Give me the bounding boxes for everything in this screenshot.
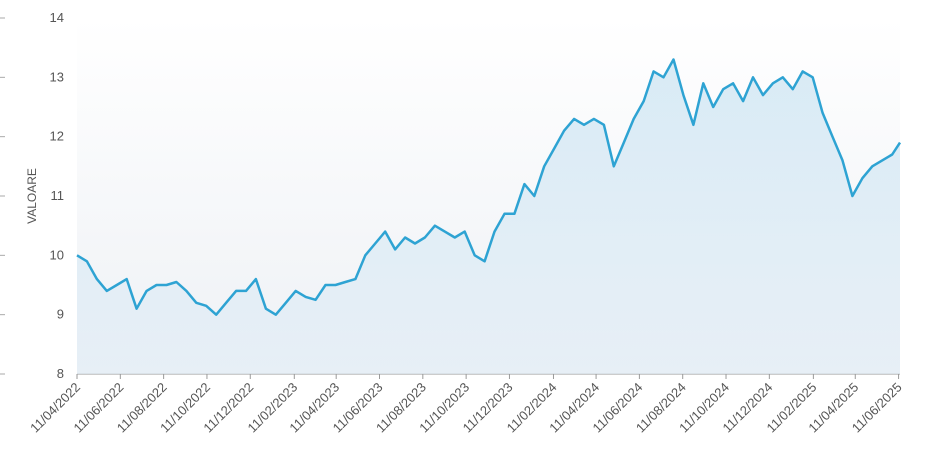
y-tick-label: 8 [57,366,64,381]
y-tick-label: 13 [50,69,64,84]
line [76,58,902,316]
y-tick-label: 14 [50,10,64,25]
y-tick-label: 11 [51,188,65,203]
y-tick-label: 12 [50,129,64,144]
y-tick-label: 9 [57,307,64,322]
area [77,59,900,374]
y-axis-label: VALOARE [25,168,39,224]
y-tick-label: 10 [50,247,64,262]
